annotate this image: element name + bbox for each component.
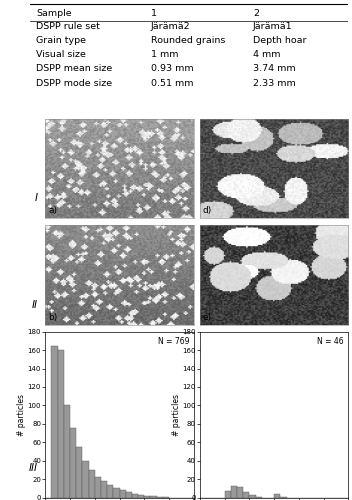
Text: e): e) xyxy=(203,312,212,322)
Bar xyxy=(120,490,126,498)
Text: Depth hoar: Depth hoar xyxy=(253,36,306,45)
Text: d): d) xyxy=(203,206,212,215)
Text: 1: 1 xyxy=(151,9,157,18)
Text: I: I xyxy=(35,193,38,203)
Text: 2: 2 xyxy=(253,9,259,18)
Y-axis label: # particles: # particles xyxy=(17,394,26,436)
Text: Järämä1: Järämä1 xyxy=(253,22,293,31)
Text: 1 mm: 1 mm xyxy=(151,50,178,59)
Text: b): b) xyxy=(48,312,57,322)
Bar xyxy=(82,460,89,498)
Bar xyxy=(126,492,132,498)
Bar xyxy=(76,447,82,498)
Bar xyxy=(58,350,64,498)
Bar xyxy=(237,488,243,498)
Bar xyxy=(281,496,287,498)
Text: DSPP mean size: DSPP mean size xyxy=(36,64,113,74)
Text: 4 mm: 4 mm xyxy=(253,50,281,59)
Bar xyxy=(144,496,150,498)
Text: 0.93 mm: 0.93 mm xyxy=(151,64,194,74)
Text: III: III xyxy=(29,462,38,472)
Bar xyxy=(256,496,262,498)
Text: Sample: Sample xyxy=(36,9,72,18)
Bar xyxy=(95,477,101,498)
Bar xyxy=(89,470,95,498)
Text: Visual size: Visual size xyxy=(36,50,86,59)
Bar xyxy=(243,492,250,498)
Bar xyxy=(138,494,144,498)
Text: Grain type: Grain type xyxy=(36,36,86,45)
Text: Järämä2: Järämä2 xyxy=(151,22,190,31)
Text: DSPP rule set: DSPP rule set xyxy=(36,22,100,31)
Text: 0.51 mm: 0.51 mm xyxy=(151,78,194,88)
Text: N = 46: N = 46 xyxy=(318,336,344,345)
Bar xyxy=(113,488,120,498)
Y-axis label: # particles: # particles xyxy=(172,394,181,436)
Bar xyxy=(157,496,163,498)
Text: 2.33 mm: 2.33 mm xyxy=(253,78,296,88)
Bar xyxy=(225,491,231,498)
Bar xyxy=(274,494,281,498)
Bar xyxy=(150,496,157,498)
Bar xyxy=(70,428,76,498)
Bar xyxy=(163,496,169,498)
Bar xyxy=(250,494,256,498)
Text: 3.74 mm: 3.74 mm xyxy=(253,64,296,74)
Bar xyxy=(64,406,70,498)
Text: II: II xyxy=(32,300,38,310)
Text: N = 769: N = 769 xyxy=(158,336,189,345)
Text: a): a) xyxy=(48,206,57,215)
Bar xyxy=(101,481,107,498)
Text: DSPP mode size: DSPP mode size xyxy=(36,78,112,88)
Bar xyxy=(132,494,138,498)
Text: Rounded grains: Rounded grains xyxy=(151,36,225,45)
Bar xyxy=(51,346,58,498)
Bar xyxy=(107,484,113,498)
Bar xyxy=(231,486,237,498)
